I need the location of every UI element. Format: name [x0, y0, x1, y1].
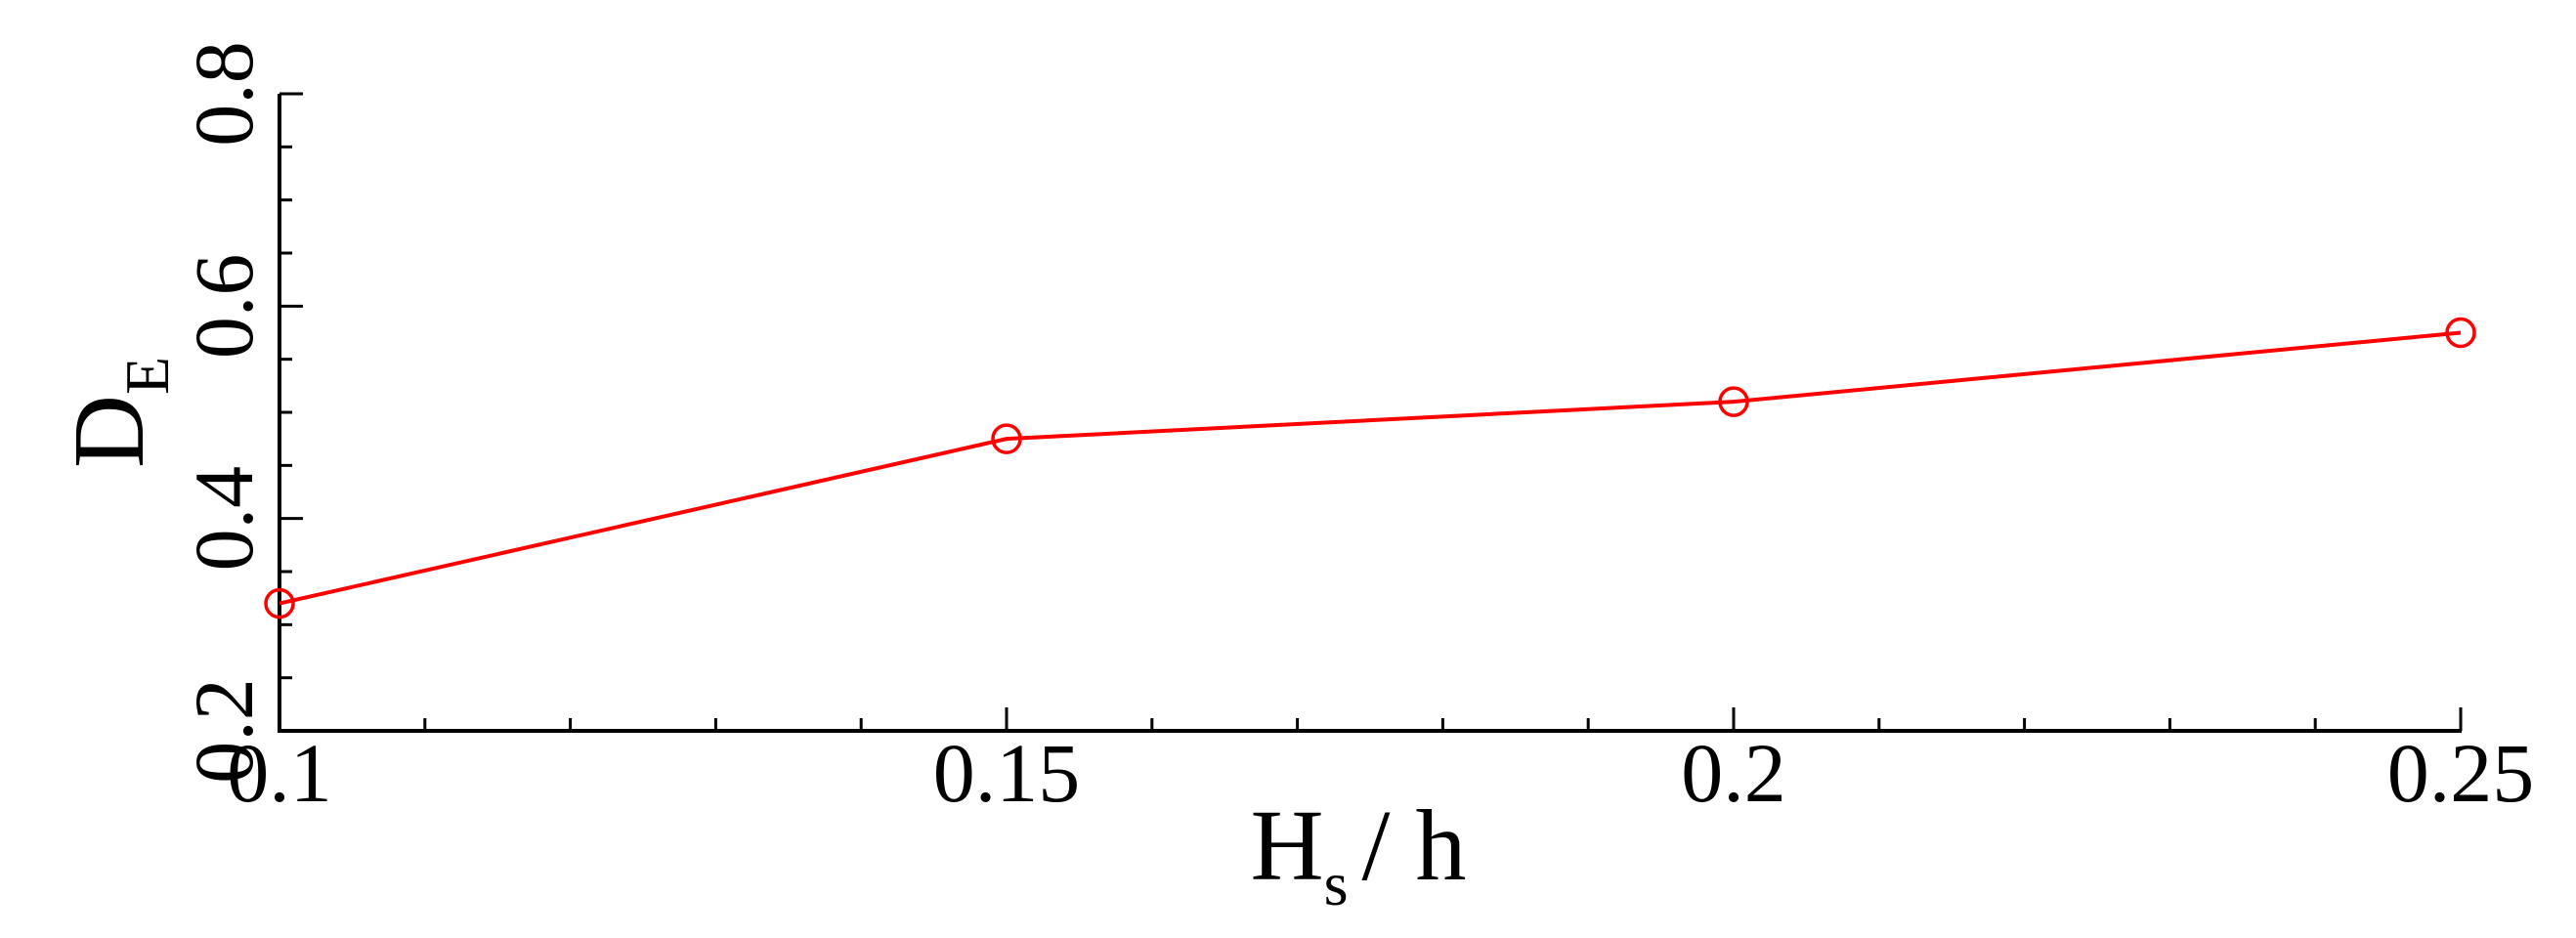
x-tick-label: 0.15: [933, 726, 1081, 820]
x-label-rest: / h: [1362, 789, 1467, 902]
y-axis-label: DE: [53, 357, 182, 468]
data-marker: [2445, 317, 2476, 349]
x-tick-label: 0.25: [2387, 726, 2535, 820]
x-label-sub: s: [1324, 849, 1349, 918]
y-tick-label: 0.4: [177, 466, 271, 572]
x-label-main: H: [1251, 789, 1324, 902]
x-axis-label: Hs / h: [1251, 789, 1467, 918]
y-tick-label: 0.6: [177, 254, 271, 360]
y-label-sub: E: [112, 357, 182, 395]
data-marker: [264, 587, 295, 619]
data-line: [279, 330, 2462, 606]
y-label-main: D: [53, 395, 165, 468]
y-tick-label: 0.8: [177, 41, 271, 147]
x-tick-label: 0.1: [227, 726, 332, 820]
y-tick-label: 0.2: [177, 678, 271, 784]
x-tick-label: 0.2: [1681, 726, 1786, 820]
data-marker: [1718, 386, 1749, 417]
data-marker: [991, 423, 1022, 454]
